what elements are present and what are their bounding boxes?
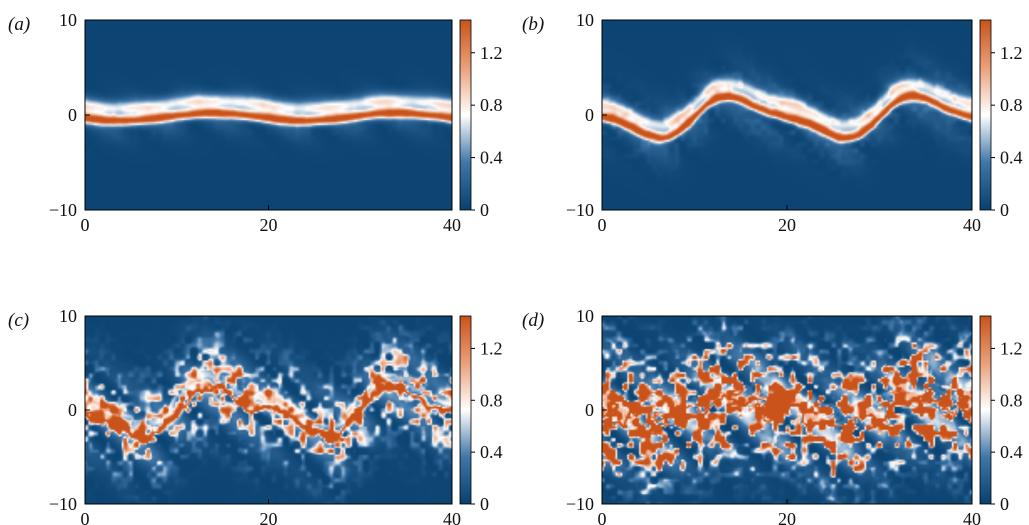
x-tick-label: 20: [260, 215, 278, 235]
x-tick-label: 20: [260, 509, 278, 525]
colorbar-tick-label: 0.4: [1000, 148, 1023, 168]
y-tick-label: 0: [68, 400, 77, 420]
x-tick-label: 0: [598, 215, 607, 235]
x-tick-label: 20: [778, 509, 796, 525]
colorbar-tick-label: 0.8: [1000, 95, 1023, 115]
colorbar-tick-label: 1.2: [1000, 338, 1023, 358]
x-tick-label: 40: [963, 215, 981, 235]
y-tick-label: −10: [566, 200, 594, 220]
y-tick-label: 10: [576, 10, 594, 30]
y-tick-label: −10: [566, 494, 594, 514]
heatmap-image: [85, 20, 452, 210]
y-tick-label: −10: [49, 200, 77, 220]
heatmap-image: [602, 20, 972, 210]
colorbar: [459, 315, 472, 505]
heatmap-image: [85, 316, 452, 504]
y-tick-label: 10: [59, 306, 77, 326]
colorbar-tick-label: 0: [480, 494, 489, 514]
colorbar-tick-label: 1.2: [480, 338, 503, 358]
panel-label: (a): [8, 14, 30, 35]
colorbar-tick-label: 0.8: [480, 95, 503, 115]
x-tick-label: 0: [598, 509, 607, 525]
panel-label: (b): [522, 14, 544, 35]
panel-label: (c): [8, 310, 29, 331]
y-tick-label: 0: [585, 105, 594, 125]
colorbar-tick-label: 0.4: [480, 148, 503, 168]
panel-label: (d): [522, 310, 544, 331]
colorbar-tick-label: 1.2: [480, 43, 503, 63]
colorbar-tick-label: 0: [1000, 200, 1009, 220]
x-tick-label: 0: [81, 509, 90, 525]
colorbar-tick-label: 0.8: [1000, 390, 1023, 410]
colorbar-tick-label: 0.4: [480, 442, 503, 462]
colorbar: [979, 315, 992, 505]
x-tick-label: 0: [81, 215, 90, 235]
y-tick-label: 10: [59, 10, 77, 30]
colorbar-tick-label: 0: [1000, 494, 1009, 514]
x-tick-label: 40: [443, 215, 461, 235]
x-tick-label: 40: [963, 509, 981, 525]
colorbar-tick-label: 0.4: [1000, 442, 1023, 462]
colorbar: [979, 19, 992, 211]
colorbar: [459, 19, 472, 211]
y-tick-label: 0: [68, 105, 77, 125]
y-tick-label: 0: [585, 400, 594, 420]
x-tick-label: 40: [443, 509, 461, 525]
y-tick-label: 10: [576, 306, 594, 326]
y-tick-label: −10: [49, 494, 77, 514]
colorbar-tick-label: 1.2: [1000, 43, 1023, 63]
colorbar-tick-label: 0: [480, 200, 489, 220]
colorbar-tick-label: 0.8: [480, 390, 503, 410]
heatmap-image: [602, 316, 972, 504]
x-tick-label: 20: [778, 215, 796, 235]
